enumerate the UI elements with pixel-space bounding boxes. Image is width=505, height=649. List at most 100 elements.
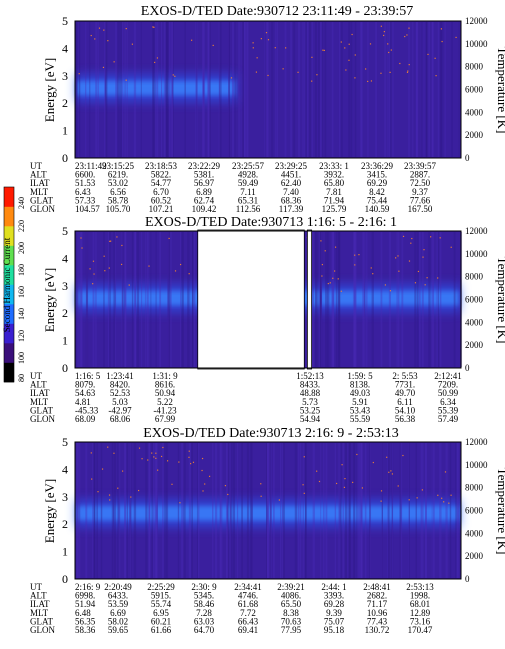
spectral-streak xyxy=(436,232,438,367)
spectral-streak xyxy=(399,443,402,578)
table-cell: 5.03 xyxy=(112,397,128,407)
table-cell: 54.10 xyxy=(395,405,416,415)
colorbar-tick-label: 160 xyxy=(17,286,26,298)
spectral-streak xyxy=(126,443,128,578)
high-energy-dot xyxy=(179,263,182,266)
spectral-streak xyxy=(85,22,87,157)
panel-1-y2-ticks: 0 2000 4000 6000 8000 10000 12000 xyxy=(465,16,488,163)
table-cell: 5345. xyxy=(194,591,214,601)
spectral-streak xyxy=(320,232,323,367)
spectral-streak xyxy=(270,443,273,578)
table-cell: 3932. xyxy=(324,170,344,180)
table-cell: 56.35 xyxy=(75,616,96,626)
energy-band-core xyxy=(77,506,459,521)
high-energy-dot xyxy=(397,485,399,487)
high-energy-dot xyxy=(103,29,105,31)
table-cell: 5822. xyxy=(151,170,171,180)
spectral-streak xyxy=(302,443,304,578)
spectral-streak xyxy=(312,443,315,578)
high-energy-dot xyxy=(256,57,258,59)
high-energy-dot xyxy=(201,457,204,460)
spectral-streak xyxy=(136,232,140,367)
spectral-streak xyxy=(167,232,170,367)
spectral-streak xyxy=(418,232,421,367)
spectral-streak xyxy=(352,232,356,367)
spectral-streak xyxy=(171,22,174,157)
spectral-streak xyxy=(188,443,192,578)
high-energy-dot xyxy=(109,240,111,242)
table-cell: 140.59 xyxy=(365,204,390,214)
spectral-streak xyxy=(126,22,128,157)
y2-tick-label: 10000 xyxy=(465,249,488,259)
high-energy-dot xyxy=(390,49,392,51)
spectral-streak xyxy=(320,22,324,157)
colorbar-swatch xyxy=(4,362,14,383)
y2-tick-label: 6000 xyxy=(465,295,484,305)
high-energy-dot xyxy=(120,263,123,266)
colorbar-swatch xyxy=(4,206,14,227)
high-energy-dot xyxy=(121,244,123,247)
spectral-streak xyxy=(209,22,211,157)
spectral-streak xyxy=(431,22,434,157)
data-gap xyxy=(197,229,305,370)
high-energy-dot xyxy=(389,71,391,73)
table-cell: 66.43 xyxy=(238,616,259,626)
spectral-streak xyxy=(219,22,222,157)
table-cell: 69.28 xyxy=(324,599,345,609)
panel-3-y2-ticks: 0 2000 4000 6000 8000 10000 12000 xyxy=(465,437,488,584)
spectral-streak xyxy=(140,22,142,157)
spectral-streak xyxy=(457,443,459,578)
high-energy-dot xyxy=(303,492,305,494)
colorbar-swatches xyxy=(4,187,14,383)
y2-tick-label: 2000 xyxy=(465,340,484,350)
high-energy-dot xyxy=(94,38,96,40)
spectral-streak xyxy=(113,443,116,578)
spectral-streak xyxy=(425,22,428,157)
high-energy-dot xyxy=(416,497,418,499)
table-cell: 4928. xyxy=(238,170,258,180)
spectral-streak xyxy=(325,443,328,578)
spectral-streak xyxy=(384,22,387,157)
spectral-streak xyxy=(263,22,265,157)
high-energy-dot xyxy=(406,71,409,74)
table-cell: 70.63 xyxy=(281,616,302,626)
high-energy-dot xyxy=(260,495,262,497)
spectral-streak xyxy=(293,22,296,157)
table-cell: 60.52 xyxy=(151,195,171,205)
high-energy-dot xyxy=(408,64,410,66)
spectral-streak xyxy=(154,22,157,157)
spectral-streak xyxy=(305,443,307,578)
table-cell: 71.94 xyxy=(324,195,345,205)
spectral-streak xyxy=(148,443,151,578)
spectral-streak xyxy=(408,443,410,578)
high-energy-dot xyxy=(92,283,94,285)
table-cell: 63.03 xyxy=(194,616,215,626)
table-cell: 53.25 xyxy=(300,405,321,415)
row-label-ilat: ILAT xyxy=(30,599,50,609)
spectral-streak xyxy=(240,22,242,157)
high-energy-dot xyxy=(414,282,417,284)
high-energy-dot xyxy=(411,237,413,240)
high-energy-dot xyxy=(138,489,140,492)
high-energy-dot xyxy=(148,265,150,267)
spectral-streak xyxy=(207,22,210,157)
spectral-streak xyxy=(369,443,371,578)
colorbar-tick-label: 220 xyxy=(17,220,26,232)
spectral-streak xyxy=(266,443,269,578)
table-cell: 58.46 xyxy=(194,599,215,609)
y-tick-label: 4 xyxy=(62,462,68,476)
spectral-streak xyxy=(416,22,419,157)
high-energy-dot xyxy=(147,459,149,461)
spectral-streak xyxy=(129,443,132,578)
spectral-streak xyxy=(105,22,107,157)
table-cell: 52.53 xyxy=(110,388,131,398)
high-energy-dot xyxy=(125,79,127,81)
table-cell: 104.57 xyxy=(75,204,100,214)
spectral-streak xyxy=(212,443,214,578)
table-cell: 6600. xyxy=(75,170,95,180)
y2-tick-label: 2000 xyxy=(465,130,484,140)
spectral-streak xyxy=(220,443,223,578)
spectral-streak xyxy=(150,232,152,367)
table-cell: 2:39:21 xyxy=(277,582,305,592)
spectral-streak xyxy=(354,232,357,367)
